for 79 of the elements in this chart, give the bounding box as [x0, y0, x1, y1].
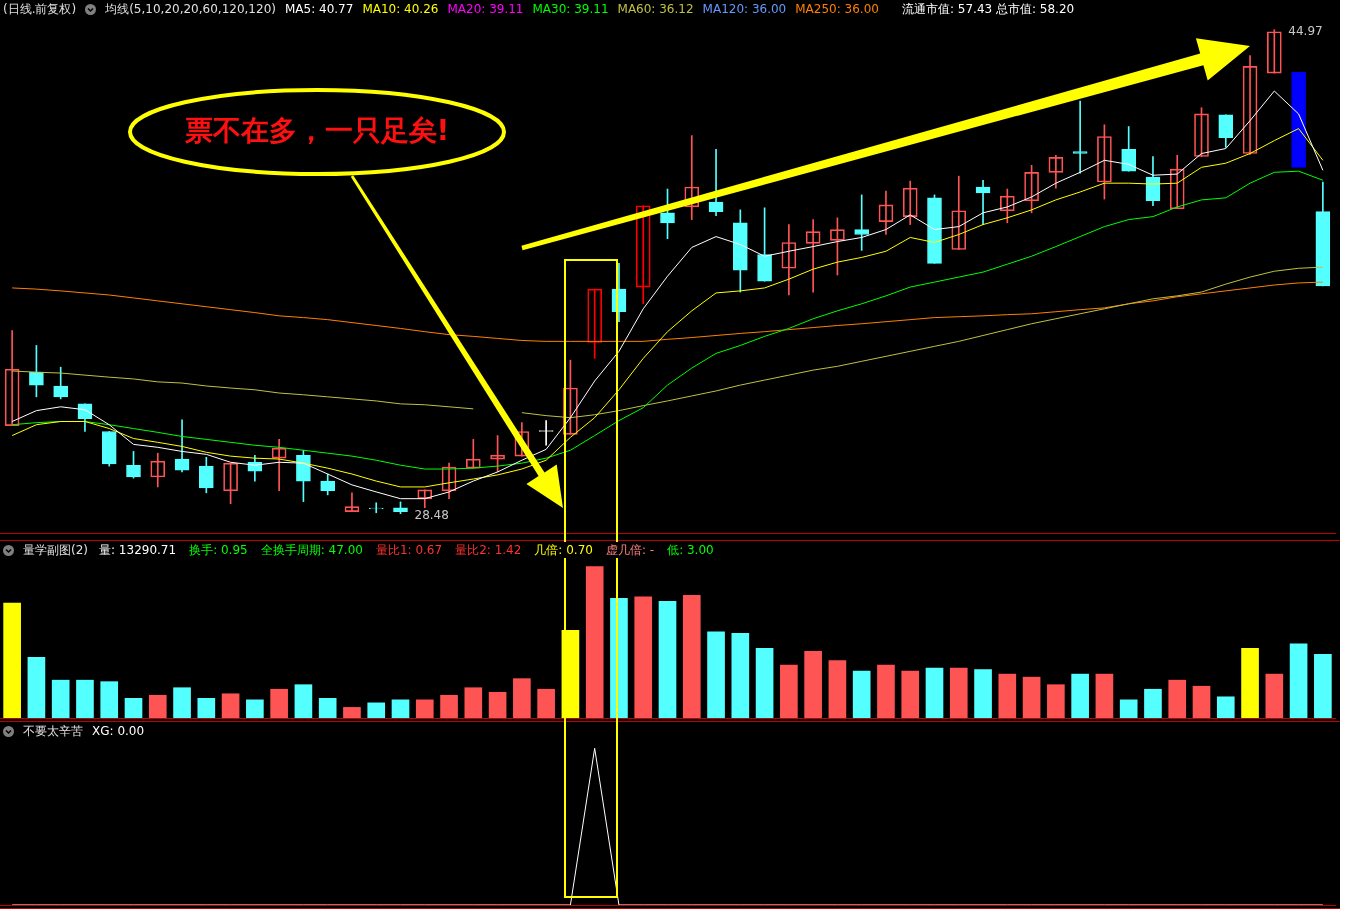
- bar: [1192, 685, 1211, 718]
- annotation: 票不在多，一只足矣!: [183, 113, 451, 149]
- bar: [440, 694, 458, 718]
- bar: [780, 664, 798, 718]
- bar: [513, 678, 531, 718]
- bar: [488, 691, 507, 718]
- text: 虚几倍: -: [603, 542, 657, 558]
- text: 低: 3.00: [665, 542, 716, 558]
- text: MA10: 40.26: [362, 1, 439, 17]
- bar: [367, 702, 386, 718]
- bar: [197, 697, 216, 718]
- text: 量: 13290.71: [97, 542, 179, 558]
- legend-label: MA20: 39.11: [447, 1, 524, 17]
- bar: [148, 694, 167, 718]
- bar: [415, 699, 434, 718]
- chart-title: (日线.前复权): [3, 1, 77, 17]
- bar: [246, 699, 264, 718]
- chart-title: 量学副图(2): [23, 542, 88, 558]
- candlestick: [854, 194, 870, 251]
- text: MA60: 36.12: [617, 1, 694, 17]
- bar: [294, 684, 313, 718]
- bar: [124, 697, 143, 718]
- bar: [464, 687, 483, 718]
- bar: [998, 673, 1017, 718]
- bar: [27, 657, 46, 718]
- text: 流通市值: 57.43 总市值: 58.20: [899, 1, 1077, 17]
- bar: [270, 688, 288, 718]
- bar: [731, 632, 750, 718]
- bar: [391, 699, 410, 718]
- bar: [974, 669, 992, 718]
- bar: [76, 679, 94, 718]
- bar: [1241, 648, 1259, 718]
- bar: [828, 660, 847, 718]
- bar: [221, 693, 240, 718]
- text: XG: 0.00: [92, 723, 145, 739]
- legend-label: MA120: 36.00: [702, 1, 787, 17]
- bar: [3, 602, 21, 718]
- bar: [51, 679, 70, 718]
- bar: [949, 667, 968, 718]
- bar: [901, 670, 920, 718]
- text: 换手: 0.95: [187, 542, 250, 558]
- bar: [707, 631, 725, 718]
- bar: [1022, 676, 1041, 718]
- legend-title: 均线(5,10,20,20,60,120,120): [105, 1, 276, 17]
- bar: [318, 697, 337, 718]
- bar: [658, 601, 677, 718]
- bar: [1047, 684, 1065, 718]
- bar: [537, 688, 555, 718]
- bar: [877, 664, 895, 718]
- text: MA5: 40.77: [284, 1, 354, 17]
- bar: [585, 566, 604, 718]
- bar: [1216, 696, 1235, 718]
- bar: [682, 595, 701, 718]
- bar: [925, 667, 944, 718]
- bar: [804, 651, 822, 718]
- bar: [634, 596, 653, 718]
- text: MA30: 39.11: [532, 1, 609, 17]
- bar: [1144, 688, 1162, 718]
- bar: [1119, 699, 1138, 718]
- bar: [755, 648, 774, 718]
- bar: [1314, 654, 1332, 718]
- bar: [1071, 673, 1089, 718]
- bar: [1289, 643, 1308, 718]
- text: MA250: 36.00: [795, 1, 879, 17]
- text: 量比1: 0.67: [373, 542, 445, 558]
- chart-title: 不要太辛苦: [23, 723, 83, 739]
- annotation: 28.48: [414, 507, 449, 522]
- annotation: 44.97: [1288, 23, 1323, 38]
- bar: [1168, 679, 1187, 718]
- text: 几倍: 0.70: [532, 542, 595, 558]
- bar: [1095, 673, 1114, 718]
- bar: [1265, 673, 1284, 718]
- bar: [100, 681, 119, 718]
- candlestick: [1072, 100, 1088, 174]
- text: 量比2: 1.42: [453, 542, 524, 558]
- bar: [852, 670, 871, 718]
- text: 全换手周期: 47.00: [258, 542, 365, 558]
- bar: [343, 707, 361, 718]
- bar: [173, 687, 191, 718]
